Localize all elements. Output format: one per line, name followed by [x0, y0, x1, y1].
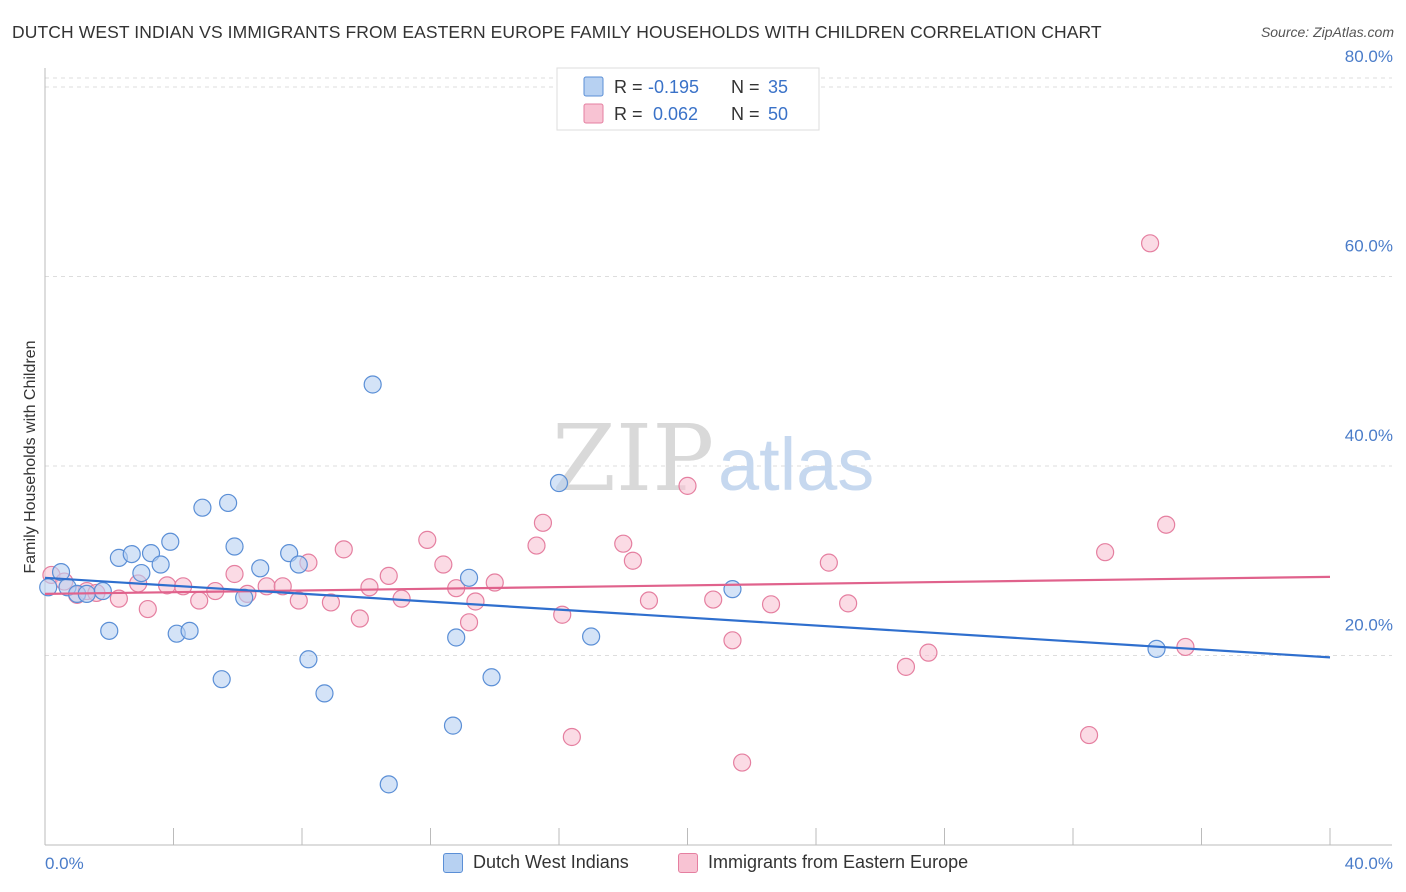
dutch-west-indians-point-33: [723, 580, 742, 599]
stats-legend-n-label-2: N =: [731, 104, 760, 124]
dutch-west-indians-point-27: [443, 716, 463, 735]
series-dutch-west-indians-points: [39, 375, 1166, 794]
stats-legend-blue-swatch: [583, 76, 604, 97]
dutch-west-indians-point-9: [132, 563, 151, 583]
immigrants-eastern-europe-point-27: [459, 613, 479, 632]
immigrants-eastern-europe-point-10: [190, 591, 209, 610]
trend-lines: [44, 575, 1331, 659]
y-tick-label-80: 80.0%: [1345, 47, 1393, 66]
immigrants-eastern-europe-point-47: [1096, 543, 1115, 562]
immigrants-eastern-europe-point-33: [562, 727, 581, 747]
legend-swatch-pink: [678, 852, 698, 873]
dutch-west-indians-point-14: [180, 621, 199, 640]
watermark-zip: ZIP: [552, 405, 714, 512]
dutch-west-indians-point-25: [363, 375, 382, 394]
immigrants-eastern-europe-point-44: [896, 657, 916, 676]
immigrants-eastern-europe-point-49: [1157, 515, 1176, 534]
immigrants-eastern-europe-point-48: [1140, 234, 1160, 253]
immigrants-eastern-europe-point-36: [639, 591, 659, 610]
series-legend: Dutch West Indians Immigrants from Easte…: [0, 852, 1406, 878]
immigrants-eastern-europe-point-43: [839, 594, 858, 613]
immigrants-eastern-europe-point-41: [761, 595, 781, 614]
dutch-west-indians-point-32: [582, 627, 601, 646]
immigrants-eastern-europe-point-31: [533, 513, 553, 532]
dutch-west-indians-point-12: [161, 532, 180, 551]
dutch-west-indians-point-26: [379, 775, 398, 794]
legend-label-dutch-west-indians: Dutch West Indians: [473, 852, 629, 872]
dutch-west-indians-point-15: [193, 498, 212, 517]
immigrants-eastern-europe-point-21: [360, 578, 379, 597]
x-axis-tick-labels: 0.0% 40.0%: [45, 854, 1393, 873]
dutch-west-indians-point-31: [549, 473, 569, 493]
immigrants-eastern-europe-point-16: [289, 591, 308, 610]
immigrants-eastern-europe-point-34: [614, 534, 633, 553]
immigrants-eastern-europe-point-7: [138, 599, 157, 619]
stats-legend-n-value-2: 50: [768, 104, 788, 124]
immigrants-eastern-europe-point-35: [623, 551, 642, 570]
immigrants-eastern-europe-point-20: [350, 609, 369, 628]
dutch-west-indians-point-34: [1147, 639, 1166, 658]
dutch-west-indians-point-18: [225, 537, 244, 556]
dutch-west-indians-point-22: [289, 555, 308, 574]
axes: [44, 68, 1392, 846]
immigrants-eastern-europe-point-38: [704, 590, 723, 609]
immigrants-eastern-europe-point-12: [225, 564, 244, 584]
stats-legend-n-label-1: N =: [731, 77, 760, 97]
immigrants-eastern-europe-point-30: [527, 536, 546, 555]
legend-swatch-blue: [443, 852, 463, 873]
immigrants-eastern-europe-point-25: [434, 555, 453, 574]
gridlines: [45, 77, 1392, 656]
immigrants-eastern-europe-point-42: [819, 553, 838, 572]
x-tick-label-end: 40.0%: [1345, 854, 1393, 873]
watermark-atlas: atlas: [718, 423, 874, 506]
dutch-west-indians-point-6: [100, 621, 119, 640]
stats-legend-r-value-1: -0.195: [648, 77, 699, 97]
dutch-west-indians-point-16: [212, 670, 231, 689]
dutch-west-indians-point-24: [315, 684, 334, 703]
y-axis-label: Family Households with Children: [22, 341, 39, 574]
chart-title: DUTCH WEST INDIAN VS IMMIGRANTS FROM EAS…: [12, 22, 1102, 42]
dutch-west-indians-point-8: [122, 544, 141, 564]
immigrants-eastern-europe-point-46: [1079, 725, 1099, 745]
stats-legend-r-label-2: R =: [614, 104, 643, 124]
dutch-west-indians-point-29: [459, 568, 479, 587]
immigrants-eastern-europe-point-5: [109, 589, 128, 608]
stats-legend-r-label-1: R =: [614, 77, 643, 97]
legend-item-dutch-west-indians: Dutch West Indians: [443, 852, 629, 873]
dutch-west-indians-point-30: [482, 668, 501, 687]
x-tick-label-start: 0.0%: [45, 854, 84, 873]
stats-legend-pink-swatch: [583, 103, 604, 124]
y-tick-label-20: 20.0%: [1345, 615, 1393, 634]
dutch-west-indians-point-11: [151, 555, 170, 574]
watermark: ZIP atlas: [552, 405, 874, 512]
y-tick-label-60: 60.0%: [1345, 236, 1393, 255]
dutch-west-indians-point-5: [93, 581, 112, 601]
immigrants-eastern-europe-point-24: [418, 530, 437, 549]
trend-line-dutch-west-indians: [44, 576, 1331, 659]
immigrants-eastern-europe-point-45: [919, 643, 938, 662]
source-credit: Source: ZipAtlas.com: [1260, 24, 1394, 40]
stats-legend: R = -0.195 N = 35 R = 0.062 N = 50: [556, 67, 820, 131]
immigrants-eastern-europe-point-37: [678, 476, 697, 495]
y-axis-tick-labels: 20.0% 40.0% 60.0% 80.0%: [1345, 47, 1393, 635]
y-tick-label-40: 40.0%: [1345, 426, 1393, 445]
immigrants-eastern-europe-point-40: [733, 753, 752, 772]
immigrants-eastern-europe-point-22: [379, 566, 398, 585]
dutch-west-indians-point-1: [51, 563, 71, 582]
stats-legend-r-value-2: 0.062: [653, 104, 698, 124]
legend-label-immigrants-eastern-europe: Immigrants from Eastern Europe: [708, 852, 969, 872]
stats-legend-n-value-1: 35: [768, 77, 788, 97]
x-axis-ticks: [44, 828, 1331, 845]
dutch-west-indians-point-28: [447, 628, 466, 647]
legend-item-immigrants-eastern-europe: Immigrants from Eastern Europe: [678, 852, 968, 873]
immigrants-eastern-europe-point-39: [723, 631, 742, 650]
immigrants-eastern-europe-point-19: [334, 540, 353, 559]
immigrants-eastern-europe-point-18: [321, 593, 341, 612]
dutch-west-indians-point-23: [299, 650, 318, 669]
dutch-west-indians-point-17: [219, 493, 238, 513]
dutch-west-indians-point-20: [251, 559, 270, 578]
immigrants-eastern-europe-point-28: [466, 592, 485, 611]
